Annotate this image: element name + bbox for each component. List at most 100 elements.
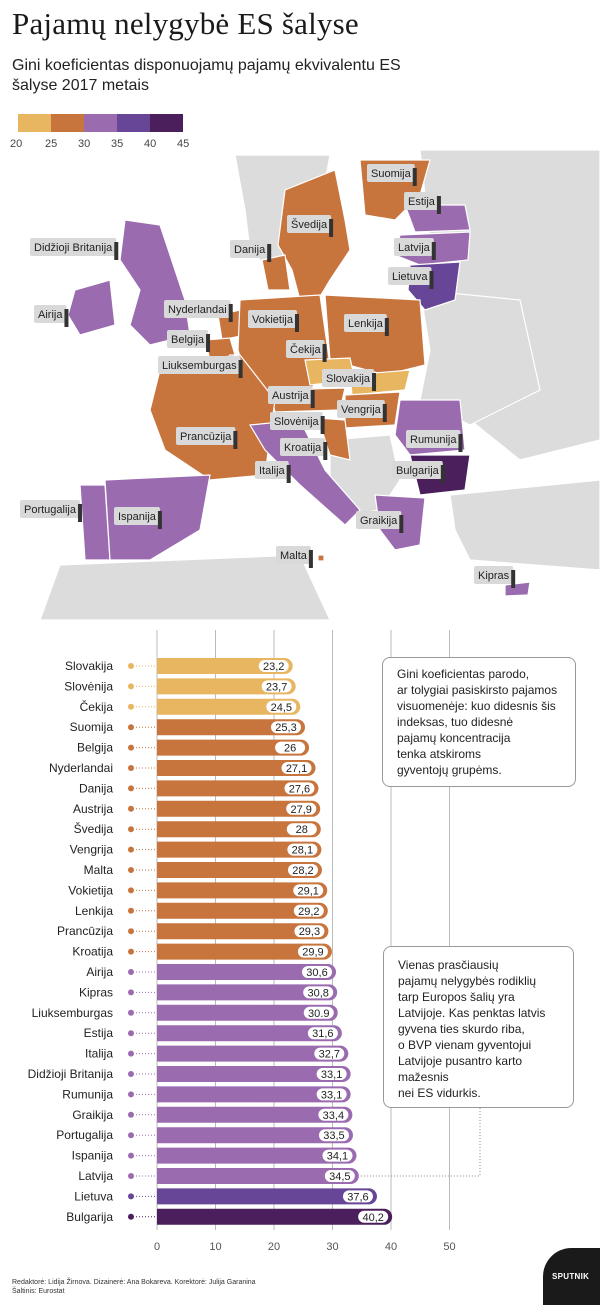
value-pill	[303, 986, 334, 999]
category-label: Prancūzija	[57, 924, 113, 938]
gini-bar-chart: 0 10 20 30 40 50 Slovakija 23,2 Slovėnija 23,7 Ček…	[28, 630, 481, 1253]
svg-text:Suomija: Suomija	[371, 168, 412, 180]
svg-text:Malta: Malta	[280, 550, 308, 562]
x-tick-label: 50	[443, 1241, 455, 1253]
x-tick-label: 0	[154, 1241, 160, 1253]
category-dot	[128, 1193, 134, 1200]
category-label: Malta	[84, 863, 114, 877]
value-pill	[261, 680, 292, 693]
value-pill	[284, 782, 315, 795]
category-dot	[128, 724, 134, 731]
note-callout-latvia: Vienas prasčiausių pajamų nelygybės rodi…	[383, 946, 574, 1108]
value-pill	[297, 945, 328, 958]
data-label: 30.9	[308, 1008, 329, 1020]
legend-swatch-20-25	[18, 114, 51, 132]
category-dot	[128, 867, 134, 873]
note-callout-gini: Gini koeficientas parodo, ar tolygiai pa…	[382, 657, 576, 787]
map-label: Liuksemburgas	[158, 356, 243, 378]
bar	[157, 841, 322, 858]
legend-swatch-25-30	[51, 114, 84, 132]
svg-text:Rumunija: Rumunija	[410, 434, 457, 446]
value-pill	[266, 700, 297, 713]
bar	[157, 1127, 353, 1144]
bar	[157, 1106, 353, 1123]
svg-text:Ispanija: Ispanija	[118, 511, 157, 523]
value-pill	[294, 925, 325, 938]
category-dot	[128, 703, 134, 710]
page-title: Pajamų nelygybė ES šalyse	[12, 6, 359, 41]
svg-text:Kroatija: Kroatija	[284, 442, 322, 454]
data-label: 27,6	[289, 783, 310, 795]
value-pill	[358, 1210, 389, 1223]
data-label: 33,5	[323, 1130, 344, 1142]
value-pill	[286, 802, 317, 815]
bar	[157, 698, 301, 715]
category-label: Ispanija	[72, 1149, 114, 1163]
bar	[157, 678, 296, 695]
category-dot	[128, 1213, 134, 1220]
value-pill	[293, 904, 324, 917]
category-dot	[128, 826, 134, 833]
x-tick-label: 10	[209, 1241, 221, 1253]
bar	[157, 1188, 377, 1205]
data-label: 34,1	[327, 1151, 348, 1163]
map-label: Malta	[276, 546, 313, 568]
category-label: Didžioji Britanija	[28, 1067, 114, 1081]
map-label: Belgija	[167, 330, 211, 352]
non-eu-ukraine	[419, 289, 541, 426]
bar	[157, 1147, 357, 1164]
bar	[157, 964, 337, 980]
data-label: 29,1	[298, 885, 319, 897]
value-pill	[318, 1129, 349, 1142]
map-label: Kipras	[474, 566, 516, 588]
bar	[157, 658, 293, 674]
value-pill	[286, 823, 317, 836]
category-label: Suomija	[70, 720, 114, 734]
svg-text:Didžioji Britanija: Didžioji Britanija	[34, 242, 113, 254]
category-dot	[128, 969, 134, 975]
category-label: Graikija	[72, 1108, 113, 1122]
legend-swatch-40-45	[150, 114, 183, 132]
bar	[157, 1066, 351, 1082]
bar	[157, 902, 328, 919]
bar	[157, 719, 306, 736]
map-label: Ispanija	[114, 507, 162, 529]
svg-text:Belgija: Belgija	[171, 334, 205, 346]
category-label: Lenkija	[75, 904, 113, 918]
data-label: 23,2	[263, 661, 284, 673]
data-label: 33,1	[321, 1089, 342, 1101]
map-label: Slovakija	[322, 369, 377, 391]
country-france	[149, 354, 276, 481]
svg-text:Graikija: Graikija	[360, 515, 398, 527]
value-pill	[342, 1190, 373, 1203]
svg-text:Slovėnija: Slovėnija	[274, 416, 320, 428]
country-uk	[119, 219, 191, 346]
map-label: Danija	[230, 240, 272, 262]
svg-text:Vokietija: Vokietija	[252, 314, 294, 326]
legend-tick: 25	[45, 138, 58, 150]
category-label: Slovakija	[65, 659, 113, 673]
value-pill	[271, 721, 302, 734]
data-label: 27,9	[291, 804, 312, 816]
category-dot	[128, 989, 134, 996]
map-label: Lenkija	[344, 314, 389, 336]
svg-text:Latvija: Latvija	[398, 242, 431, 254]
category-dot	[128, 1009, 134, 1016]
category-dot	[128, 948, 134, 955]
bar	[157, 984, 338, 1001]
category-dot	[128, 663, 134, 669]
data-label: 29,9	[302, 947, 323, 959]
map-label: Rumunija	[406, 430, 463, 452]
note-text: Vienas prasčiausių pajamų nelygybės rodi…	[398, 958, 546, 1100]
value-pill	[314, 1047, 345, 1060]
category-label: Estija	[84, 1026, 114, 1040]
category-label: Bulgarija	[66, 1210, 113, 1224]
svg-text:Lietuva: Lietuva	[392, 271, 428, 283]
svg-text:Čekija: Čekija	[290, 343, 321, 356]
map-label: Kroatija	[280, 438, 328, 460]
country-malta	[317, 554, 325, 562]
svg-text:Danija: Danija	[234, 244, 266, 256]
data-label: 26	[284, 743, 296, 755]
value-pill	[316, 1068, 347, 1080]
value-pill	[322, 1149, 353, 1162]
